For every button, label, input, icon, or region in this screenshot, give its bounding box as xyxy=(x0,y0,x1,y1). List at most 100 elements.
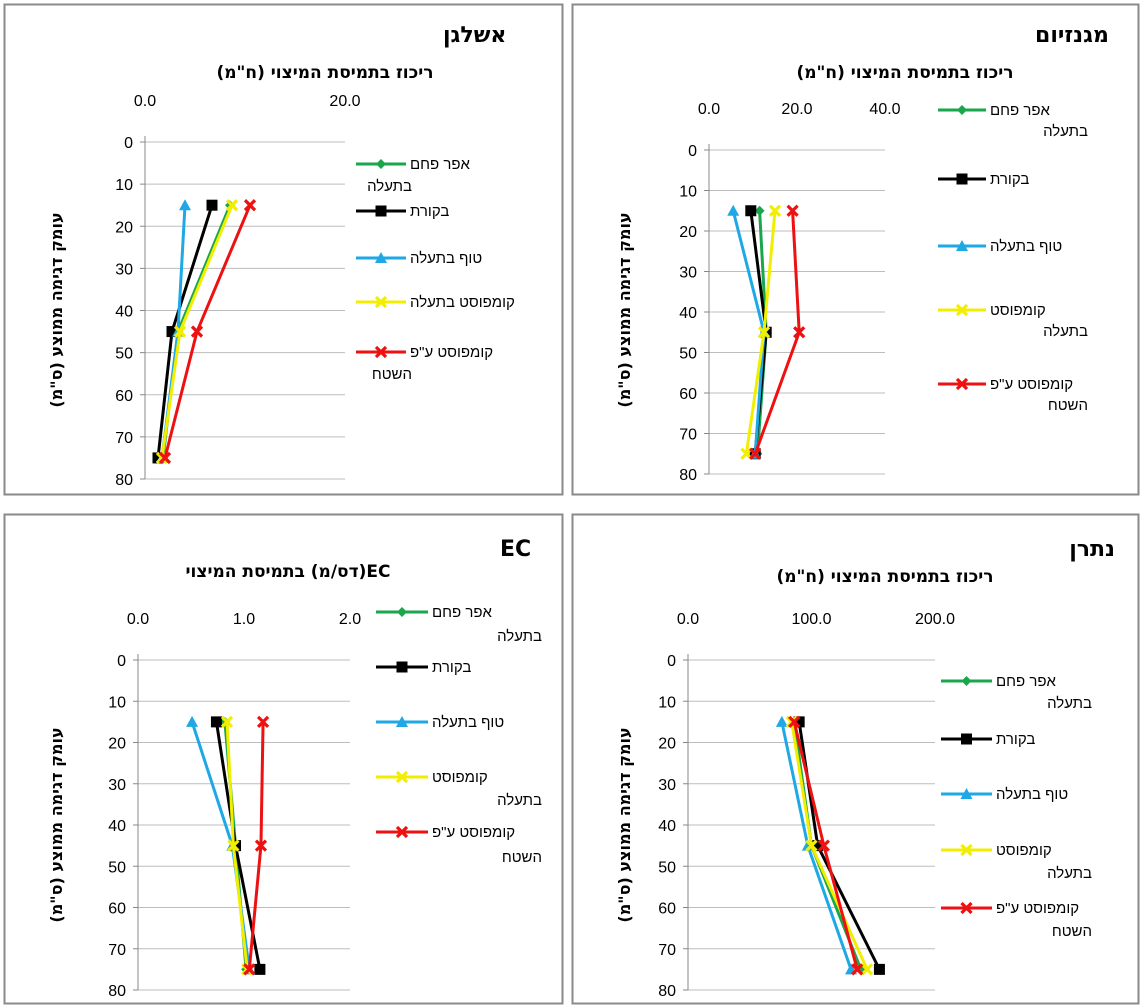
y-tick-label: 40 xyxy=(108,818,126,835)
y-tick-label: 60 xyxy=(108,901,126,918)
legend-label-compost-trench: בתעלה xyxy=(1043,323,1088,340)
x-axis-label: ריכוז בתמיסת המיצוי (ח"מ) xyxy=(776,567,993,587)
y-tick-label: 60 xyxy=(679,386,697,403)
x-tick-label: 20.0 xyxy=(329,93,360,110)
data-point-compost-surface xyxy=(793,326,806,339)
legend-label-tuff: טוף בתעלה xyxy=(990,238,1062,255)
x-tick-label: 0.0 xyxy=(677,611,699,628)
data-point-control xyxy=(166,326,178,338)
y-tick-label: 30 xyxy=(115,261,133,278)
y-tick-label: 0 xyxy=(667,653,676,670)
y-tick-label: 80 xyxy=(115,472,133,489)
data-point-control xyxy=(873,963,885,975)
x-tick-label: 1.0 xyxy=(233,611,255,628)
legend-marker-control xyxy=(396,661,408,673)
legend-label-control: בקורת xyxy=(410,203,449,220)
y-tick-label: 30 xyxy=(108,777,126,794)
y-tick-label: 50 xyxy=(658,859,676,876)
x-tick-label: 100.0 xyxy=(791,611,831,628)
legend-label-control: בקורת xyxy=(990,171,1029,188)
data-point-control xyxy=(206,199,218,211)
legend-label-compost-surface: קומפוסט ע"פ xyxy=(996,900,1079,917)
legend-label-compost-surface: השטח xyxy=(372,366,412,383)
legend-marker-ash xyxy=(961,676,972,686)
y-axis-label: עומק דגימה ממוצע (ס"מ) xyxy=(47,212,66,407)
data-point-tuff xyxy=(179,199,191,211)
y-tick-label: 40 xyxy=(658,818,676,835)
data-point-compost-surface xyxy=(243,963,256,976)
legend-label-control: בקורת xyxy=(996,731,1035,748)
y-tick-label: 20 xyxy=(679,224,697,241)
legend-marker-control xyxy=(375,205,387,217)
legend-marker-tuff xyxy=(375,252,387,263)
legend-label-tuff: טוף בתעלה xyxy=(996,786,1068,803)
legend-marker-ash xyxy=(957,105,967,115)
y-tick-label: 30 xyxy=(658,777,676,794)
legend-label-tuff: טוף בתעלה xyxy=(432,714,504,731)
legend-marker-compost-trench xyxy=(395,770,409,784)
y-tick-label: 50 xyxy=(679,346,697,363)
y-tick-label: 10 xyxy=(108,694,126,711)
y-tick-label: 20 xyxy=(115,219,133,236)
legend-marker-compost-surface xyxy=(960,901,973,915)
data-point-control xyxy=(745,205,757,217)
legend-label-compost-trench: קומפוסט בתעלה xyxy=(410,294,515,311)
y-axis-label: עומק דגימה ממוצע (ס"מ) xyxy=(615,212,634,407)
data-point-ash xyxy=(754,205,765,216)
legend-marker-tuff xyxy=(956,240,968,251)
legend-marker-ash xyxy=(397,607,407,617)
y-tick-label: 20 xyxy=(108,736,126,753)
data-point-compost-surface xyxy=(786,204,799,217)
legend-marker-tuff xyxy=(960,788,973,799)
y-tick-label: 50 xyxy=(108,859,126,876)
y-tick-label: 80 xyxy=(679,467,697,484)
legend-label-ash: בתעלה xyxy=(1043,123,1088,140)
data-point-compost-surface xyxy=(158,451,172,465)
data-point-control xyxy=(210,716,222,728)
legend-label-compost-surface: השטח xyxy=(502,849,542,866)
legend-label-ash: אפר פחם xyxy=(410,156,471,173)
legend-label-compost-trench: קומפוסט xyxy=(996,842,1052,859)
x-tick-label: 40.0 xyxy=(869,101,900,118)
legend-marker-compost-trench xyxy=(960,843,973,857)
data-point-control xyxy=(793,716,805,728)
x-axis-label: ריכוז בתמיסת המיצוי (ח"מ) xyxy=(796,63,1013,83)
x-tick-label: 2.0 xyxy=(339,611,361,628)
chart-title: אשלגן xyxy=(443,23,506,48)
x-tick-label: 0.0 xyxy=(134,93,156,110)
legend-label-compost-surface: קומפוסט ע"פ xyxy=(410,344,493,361)
data-point-compost-surface xyxy=(190,325,204,338)
legend-label-compost-trench: בתעלה xyxy=(497,792,542,809)
data-point-control xyxy=(254,963,266,975)
panel-border xyxy=(571,513,1140,1005)
legend-label-ash: אפר פחם xyxy=(990,102,1051,119)
chart-panel-3: EC EC(דס/מ) בתמיסת המיצוי 0 10 20 30 40 50 60 70 8… xyxy=(3,513,564,1005)
legend-label-ash: אפר פחם xyxy=(432,604,493,621)
y-tick-label: 0 xyxy=(124,135,133,152)
y-tick-label: 40 xyxy=(679,305,697,322)
x-tick-label: 0.0 xyxy=(698,101,720,118)
y-tick-label: 60 xyxy=(115,388,133,405)
y-tick-label: 10 xyxy=(658,694,676,711)
legend-marker-ash xyxy=(376,159,386,169)
data-point-compost-trench xyxy=(805,839,818,852)
panel-border xyxy=(3,513,564,1005)
y-tick-label: 70 xyxy=(679,427,697,444)
data-point-compost-surface xyxy=(851,963,864,976)
chart-title: EC xyxy=(500,537,531,562)
y-tick-label: 20 xyxy=(658,736,676,753)
legend-label-compost-trench: בתעלה xyxy=(1047,865,1092,882)
panel-border xyxy=(3,3,564,496)
data-point-compost-trench xyxy=(173,325,187,338)
y-tick-label: 40 xyxy=(115,304,133,321)
data-point-compost-surface xyxy=(788,715,801,729)
data-point-compost-surface xyxy=(749,447,762,460)
data-point-compost-trench xyxy=(757,326,771,339)
legend-label-control: בקורת xyxy=(432,659,471,676)
data-point-compost-surface xyxy=(817,839,830,852)
data-point-compost-trench xyxy=(227,839,240,852)
data-point-tuff xyxy=(775,715,788,727)
data-point-compost-trench xyxy=(225,199,239,212)
legend-label-compost-surface: קומפוסט ע"פ xyxy=(990,376,1073,393)
